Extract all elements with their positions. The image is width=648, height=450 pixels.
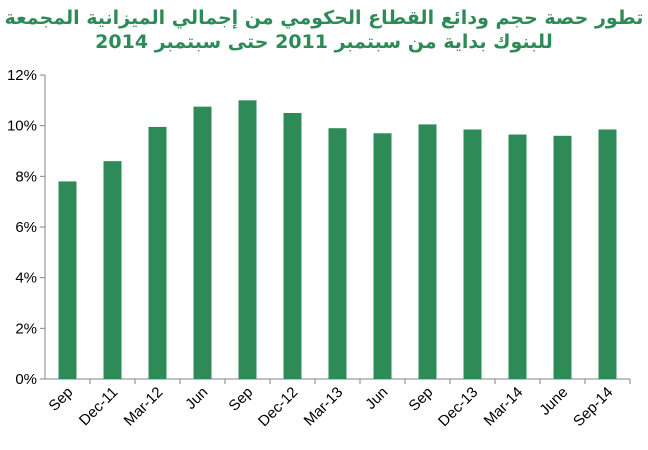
- y-tick-label: 12%: [7, 67, 37, 84]
- bar: [508, 134, 527, 379]
- x-tick-label: Dec-11: [76, 384, 121, 429]
- chart-title-line-1: تطور حصة حجم ودائع القطاع الحكومي من إجم…: [4, 7, 644, 29]
- y-tick-label: 4%: [15, 270, 37, 287]
- y-tick-label: 0%: [15, 371, 37, 388]
- x-tick-label: Mar-14: [481, 384, 527, 430]
- x-tick-label: June: [536, 384, 571, 419]
- y-tick-label: 8%: [15, 168, 37, 185]
- bar: [328, 128, 347, 379]
- bar: [553, 135, 572, 379]
- x-tick-label: Mar-13: [301, 384, 347, 430]
- bar: [103, 161, 122, 379]
- x-tick-label: Sep: [45, 384, 76, 415]
- y-tick-label: 2%: [15, 320, 37, 337]
- bar: [283, 113, 302, 379]
- x-tick-label: Mar-12: [121, 384, 167, 430]
- x-tick-label: Sep-14: [570, 384, 616, 430]
- x-tick-label: Jun: [362, 384, 391, 413]
- bar: [598, 129, 617, 379]
- bar: [193, 106, 212, 380]
- bar: [148, 126, 167, 379]
- x-tick-label: Dec-13: [435, 384, 481, 430]
- bar: [418, 124, 437, 380]
- chart-title-line-2: للبنوك بداية من سبتمبر 2011 حتى سبتمبر 2…: [95, 31, 553, 53]
- x-tick-label: Jun: [182, 384, 211, 413]
- chart-title: تطور حصة حجم ودائع القطاع الحكومي من إجم…: [0, 6, 648, 54]
- bar: [58, 181, 77, 379]
- bar: [238, 100, 257, 379]
- x-tick-label: Dec-12: [255, 384, 301, 430]
- bar: [463, 129, 482, 379]
- x-tick-label: Sep: [225, 384, 256, 415]
- bar: [373, 133, 392, 379]
- y-tick-label: 6%: [15, 219, 37, 236]
- x-tick-label: Sep: [405, 384, 436, 415]
- y-tick-label: 10%: [7, 118, 37, 135]
